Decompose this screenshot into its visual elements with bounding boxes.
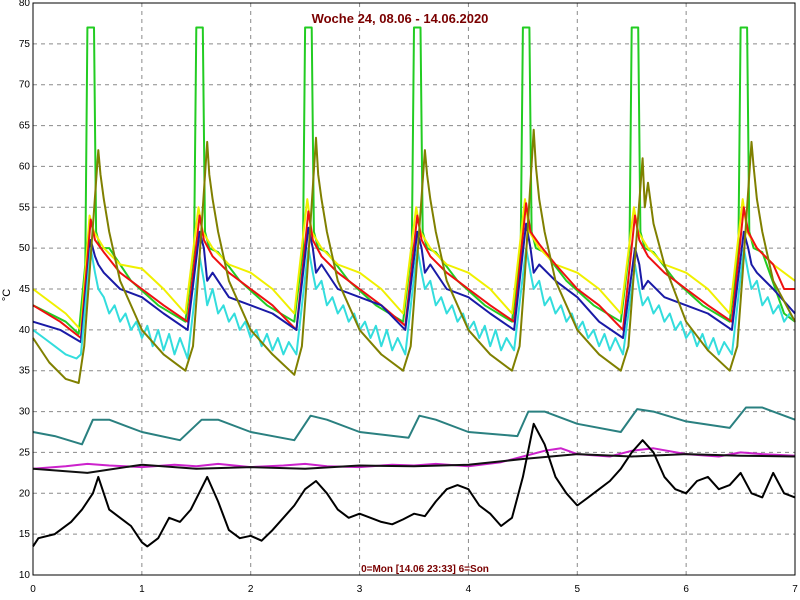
y-tick-label: 70 <box>19 80 31 91</box>
y-tick-label: 10 <box>19 570 31 581</box>
series-line-9 <box>32 453 796 474</box>
plot-frame <box>32 2 796 576</box>
series-line-7 <box>32 406 796 446</box>
series-layer <box>32 26 796 548</box>
y-tick-label: 65 <box>19 121 31 132</box>
y-tick-label: 80 <box>19 0 31 9</box>
series-line-5 <box>32 247 796 360</box>
y-tick-label: 40 <box>19 325 31 336</box>
y-tick-label: 50 <box>19 243 31 254</box>
x-tick-label: 1 <box>139 584 145 595</box>
grid <box>33 3 795 575</box>
x-tick-label: 4 <box>466 584 472 595</box>
series-line-4 <box>32 222 796 344</box>
x-tick-label: 7 <box>792 584 798 595</box>
x-tick-label: 2 <box>248 584 254 595</box>
series-line-3 <box>32 202 795 339</box>
series-line-10 <box>32 422 796 548</box>
y-tick-label: 75 <box>19 39 31 50</box>
x-tick-label: 6 <box>683 584 689 595</box>
series-line-8 <box>32 447 796 470</box>
y-tick-label: 15 <box>19 529 31 540</box>
x-tick-label: 0 <box>30 584 36 595</box>
x-tick-label: 5 <box>575 584 581 595</box>
y-tick-label: 45 <box>19 284 31 295</box>
x-tick-label: 3 <box>357 584 363 595</box>
y-tick-label: 35 <box>19 366 31 377</box>
y-tick-label: 20 <box>19 488 31 499</box>
chart-title: Woche 24, 08.06 - 14.06.2020 <box>312 11 489 26</box>
y-tick-label: 25 <box>19 447 31 458</box>
y-tick-label: 30 <box>19 407 31 418</box>
y-axis-label: °C <box>1 289 13 301</box>
y-tick-label: 55 <box>19 202 31 213</box>
y-tick-label: 60 <box>19 161 31 172</box>
series-line-6 <box>32 128 796 384</box>
chart-footer: 0=Mon [14.06 23:33] 6=Son <box>361 564 489 575</box>
